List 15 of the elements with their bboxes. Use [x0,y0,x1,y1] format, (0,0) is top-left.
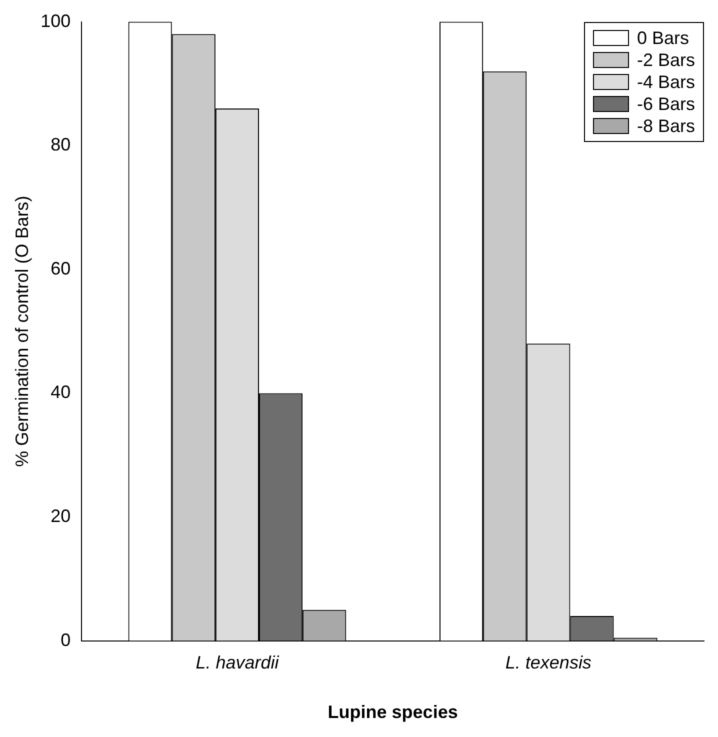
y-tick-label: 100 [40,10,71,31]
legend-label: -8 Bars [636,116,695,136]
x-axis-title: Lupine species [328,702,458,722]
y-tick-label: 0 [60,630,71,650]
y-tick-label: 60 [50,258,71,278]
legend-label: -2 Bars [636,50,695,70]
legend-label: -6 Bars [636,94,695,114]
x-tick-label: L. havardii [196,652,280,673]
y-tick-label: 40 [50,382,71,402]
legend-label: -4 Bars [636,72,695,92]
x-tick-label: L. texensis [505,652,592,673]
y-axis-title: % Germination of control (O Bars) [12,196,32,467]
text: 0 Bars [636,28,689,48]
y-tick-label: 20 [50,506,71,526]
y-tick-label: 80 [50,134,71,155]
